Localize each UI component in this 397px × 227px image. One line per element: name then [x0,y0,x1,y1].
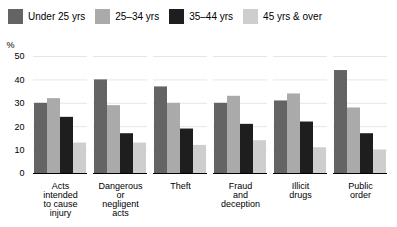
html-text:Under 25 yrs: Under 25 yrs [28,11,86,22]
svg-text:Fraudanddeception: Fraudanddeception [221,181,260,209]
html-text:25–34 yrs: 25–34 yrs [115,11,160,22]
svg-text:Publicorder: Publicorder [348,181,373,200]
svg-text:0: 0 [19,168,24,178]
svg-text:Theft: Theft [170,181,191,191]
svg-text:Dangerousornegligentacts: Dangerousornegligentacts [98,181,143,218]
svg-text:%: % [7,40,15,50]
svg-text:50: 50 [14,51,24,61]
html-text:45 yrs & over: 45 yrs & over [263,11,322,22]
svg-text:10: 10 [14,145,24,155]
svg-text:40: 40 [14,75,24,85]
svg-text:30: 30 [14,98,24,108]
svg-text:20: 20 [14,122,24,132]
svg-text:Illicitdrugs: Illicitdrugs [289,181,312,200]
html-text:35–44 yrs: 35–44 yrs [189,11,234,22]
svg-text:Actsintendedto causeinjury: Actsintendedto causeinjury [43,181,78,218]
